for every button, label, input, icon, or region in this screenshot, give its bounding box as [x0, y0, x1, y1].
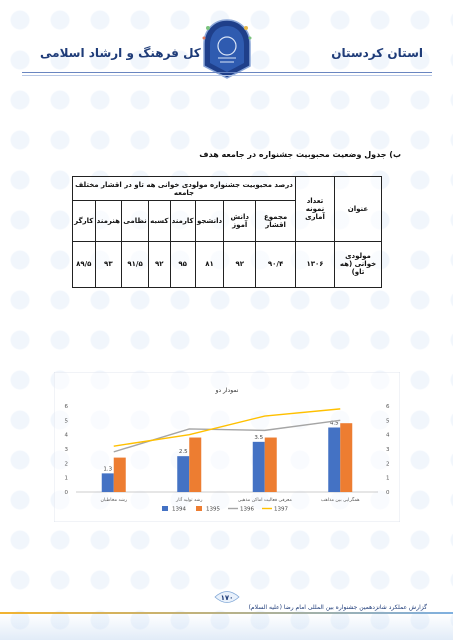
bar-1395: [340, 423, 353, 492]
header-group-cell: نظامی: [121, 200, 149, 242]
y-tick-left: 6: [65, 404, 69, 410]
y-tick-left: 3: [65, 447, 69, 453]
footer-divider: [0, 612, 453, 614]
y-tick-left: 1: [65, 476, 69, 482]
bar-data-label: 1.3: [103, 466, 112, 472]
row-value-cell: ۹۲: [223, 240, 257, 289]
y-tick-right: 1: [386, 476, 390, 482]
row-value-cell: ۹۲: [147, 240, 171, 289]
bar-data-label: 4.5: [330, 421, 339, 427]
row-value-cell: ۹۱/۵: [121, 240, 149, 289]
y-tick-left: 5: [65, 418, 69, 424]
bar-1395: [264, 437, 277, 492]
row-total-cell: ۹۰/۴: [255, 240, 296, 289]
header-title-cell: عنوان: [334, 176, 382, 242]
y-tick-right: 2: [386, 461, 390, 467]
header-group-cell: دانشجو: [194, 200, 225, 242]
row-value-cell: ۸۹/۵: [72, 240, 96, 289]
header-group-cell: دانش آموز: [223, 200, 257, 242]
row-value-cell: ۹۳: [94, 240, 123, 289]
y-tick-right: 5: [386, 418, 390, 424]
bar-1394: [101, 473, 114, 492]
y-tick-right: 3: [386, 447, 390, 453]
y-tick-right: 4: [386, 433, 390, 439]
page-number-badge: ۱۷۰: [214, 591, 240, 603]
province-title: استان کردستان: [331, 46, 423, 60]
line-1397: [113, 408, 341, 447]
y-tick-right: 6: [386, 404, 390, 410]
legend-label: 1395: [206, 507, 220, 513]
header-percent-group-cell: درصد محبوبیت جشنواره مولودی خوانی هه تاو…: [72, 175, 296, 202]
row-title-cell: مولودی خوانی (هه تاو): [334, 240, 382, 289]
footer-report-title: گزارش عملکرد شانزدهمین جشنواره بین الملل…: [248, 604, 427, 611]
bar-data-label: 2.5: [179, 449, 188, 455]
header-group-cell: کارمند: [169, 200, 196, 242]
chart-title: نمودار دو: [215, 387, 239, 394]
legend-label: 1396: [240, 507, 254, 513]
bar-1394: [252, 441, 265, 492]
section-title: ب) جدول وضعیت محبوبیت جشنواره در جامعه ه…: [199, 150, 401, 159]
page-number: ۱۷۰: [221, 594, 234, 602]
x-tick-label: رشد تولید آثار: [175, 497, 202, 503]
bar-data-label: 3.5: [254, 435, 263, 441]
footer-band: [0, 614, 453, 640]
row-value-cell: ۹۵: [169, 240, 196, 289]
department-title: اداره کل فرهنگ و ارشاد اسلامی: [40, 46, 234, 60]
legend-swatch-1395: [196, 506, 202, 511]
y-tick-left: 4: [65, 433, 69, 439]
header-sample-cell: تعداد نمونه آماری: [295, 176, 335, 242]
legend-label: 1397: [274, 507, 288, 513]
row-sample-cell: ۱۳۰۶: [295, 240, 335, 289]
x-tick-label: همگرایی بین مذاهب: [321, 496, 360, 503]
page-header: استان کردستان اداره کل فرهنگ و ارشاد اسل…: [0, 0, 453, 100]
emblem-logo: [202, 19, 252, 79]
popularity-table: عنوان تعداد نمونه آماری درصد محبوبیت جشن…: [72, 175, 382, 289]
header-divider: [22, 72, 432, 73]
header-group-cell: کارگر: [72, 200, 96, 242]
y-tick-left: 0: [65, 490, 69, 496]
header-total-cell: مجموع اقشار: [255, 200, 296, 242]
x-tick-label: معرفی فعالیت اماکن مذهبی: [238, 497, 293, 503]
legend-label: 1394: [172, 507, 186, 513]
header-divider-secondary: [22, 75, 432, 76]
legend-swatch-1394: [162, 506, 168, 511]
y-tick-right: 0: [386, 490, 390, 496]
x-tick-label: رشد مخاطبان: [100, 498, 127, 503]
header-group-cell: کسبه: [147, 200, 171, 242]
row-value-cell: ۸۱: [194, 240, 225, 289]
header-group-cell: هنرمند: [94, 200, 123, 242]
bar-line-chart: نمودار دو 0 0 1 1 2 2 3 3 4 4 5 5 6 6 1.3 2.5 3.5 4.5 رشد م…: [54, 372, 400, 522]
bar-1394: [177, 456, 190, 492]
bar-1395: [113, 457, 126, 492]
bar-1395: [189, 437, 202, 492]
bar-1394: [328, 427, 341, 492]
y-tick-left: 2: [65, 461, 69, 467]
